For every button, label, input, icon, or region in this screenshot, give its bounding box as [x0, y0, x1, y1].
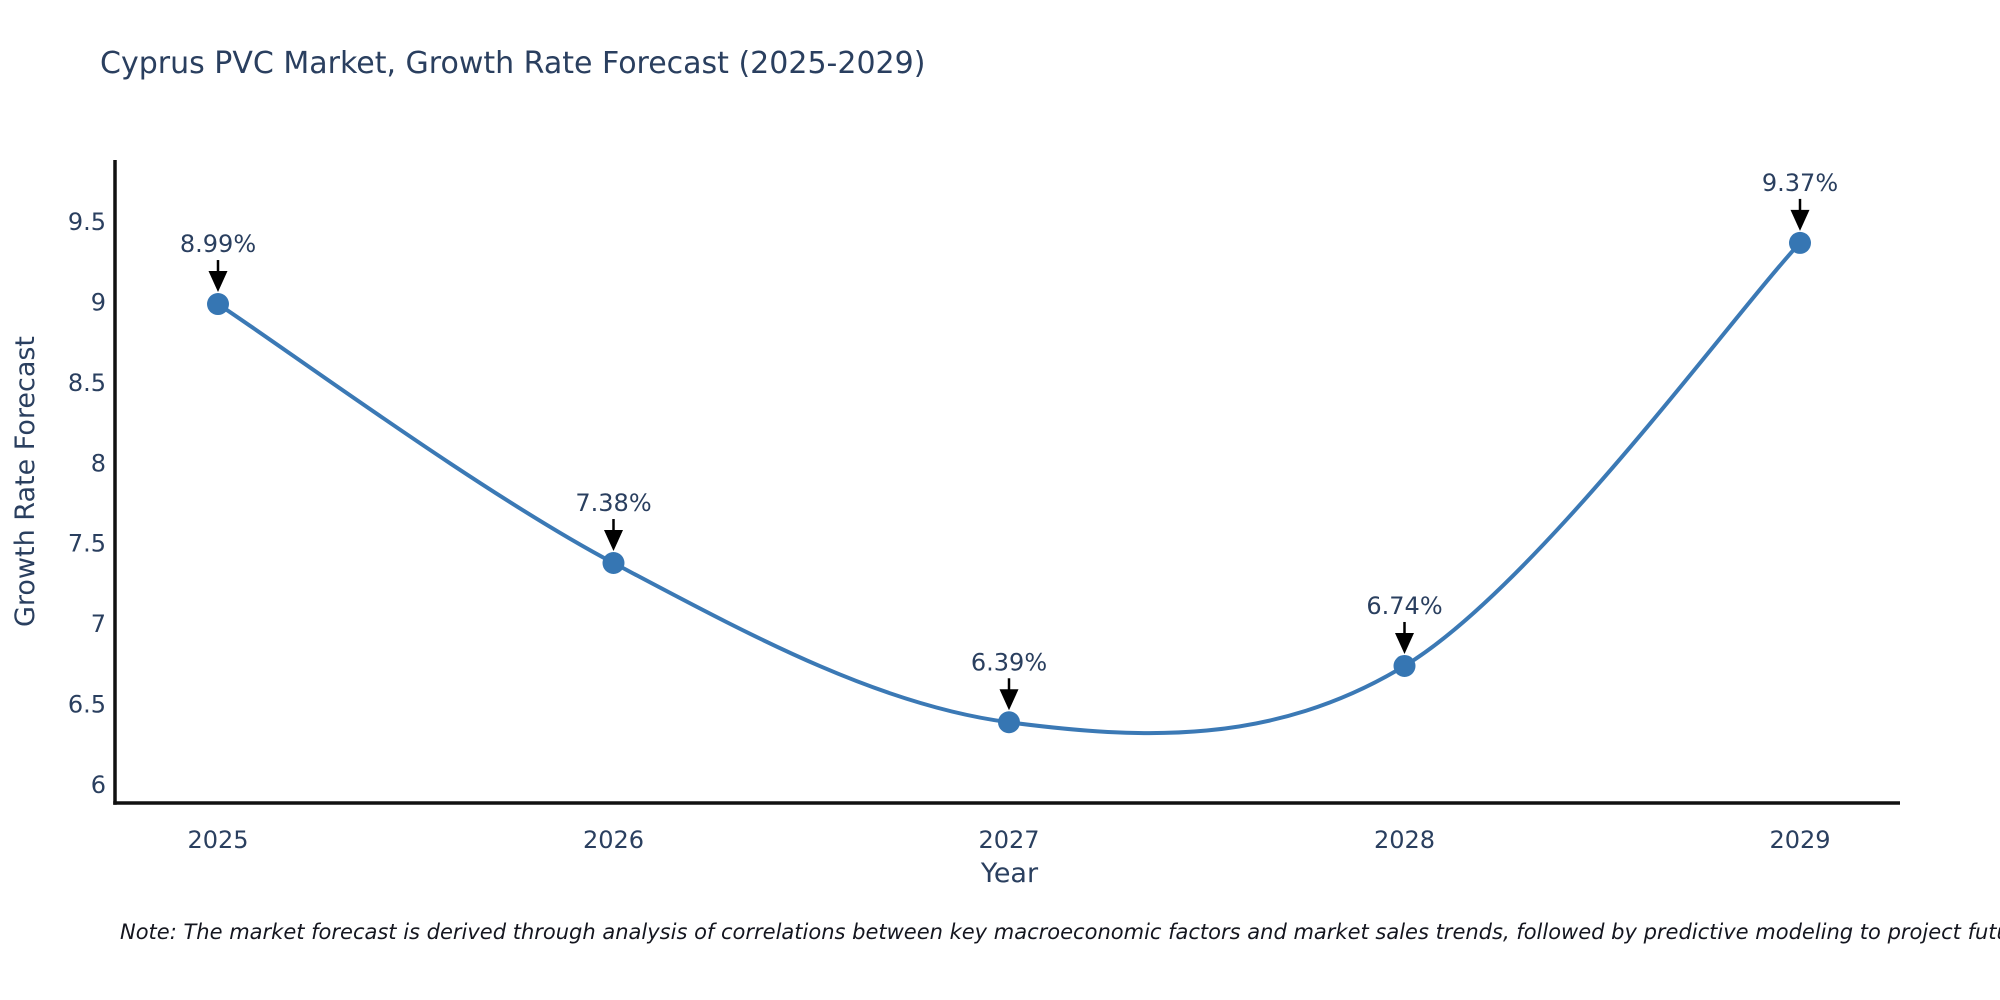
data-point[interactable] [998, 711, 1020, 734]
y-axis-title: Growth Rate Forecast [10, 336, 41, 627]
y-tick-label: 7.5 [68, 530, 106, 558]
data-point[interactable] [1393, 654, 1416, 677]
data-point[interactable] [207, 293, 229, 316]
x-tick-label: 2028 [1374, 826, 1435, 854]
y-tick-label: 8 [91, 449, 106, 477]
y-tick-label: 9 [91, 288, 106, 316]
annotation-arrow-head [1395, 632, 1414, 654]
y-tick-label: 9.5 [68, 208, 106, 236]
data-point[interactable] [1789, 231, 1811, 254]
x-tick-label: 2027 [978, 826, 1039, 854]
y-tick-label: 6 [91, 771, 106, 799]
y-tick-label: 7 [91, 610, 106, 638]
point-annotation: 6.74% [1366, 592, 1442, 620]
y-tick-label: 6.5 [68, 691, 106, 719]
annotation-arrow-head [1790, 209, 1810, 231]
annotation-arrow-head [999, 689, 1019, 711]
x-tick-label: 2025 [187, 826, 248, 854]
data-point[interactable] [602, 552, 625, 575]
point-annotation: 8.99% [180, 230, 256, 258]
point-annotation: 9.37% [1762, 169, 1838, 197]
point-annotation: 7.38% [575, 489, 651, 517]
x-tick-label: 2029 [1769, 826, 1830, 854]
chart-title: Cyprus PVC Market, Growth Rate Forecast … [100, 46, 926, 81]
footnote: Note: The market forecast is derived thr… [120, 920, 2000, 944]
point-annotation: 6.39% [971, 648, 1047, 676]
x-axis-title: Year [980, 858, 1039, 889]
x-tick-label: 2026 [583, 826, 644, 854]
annotation-arrow-head [604, 530, 623, 552]
y-tick-label: 8.5 [68, 369, 106, 397]
annotation-arrow-head [208, 271, 228, 293]
